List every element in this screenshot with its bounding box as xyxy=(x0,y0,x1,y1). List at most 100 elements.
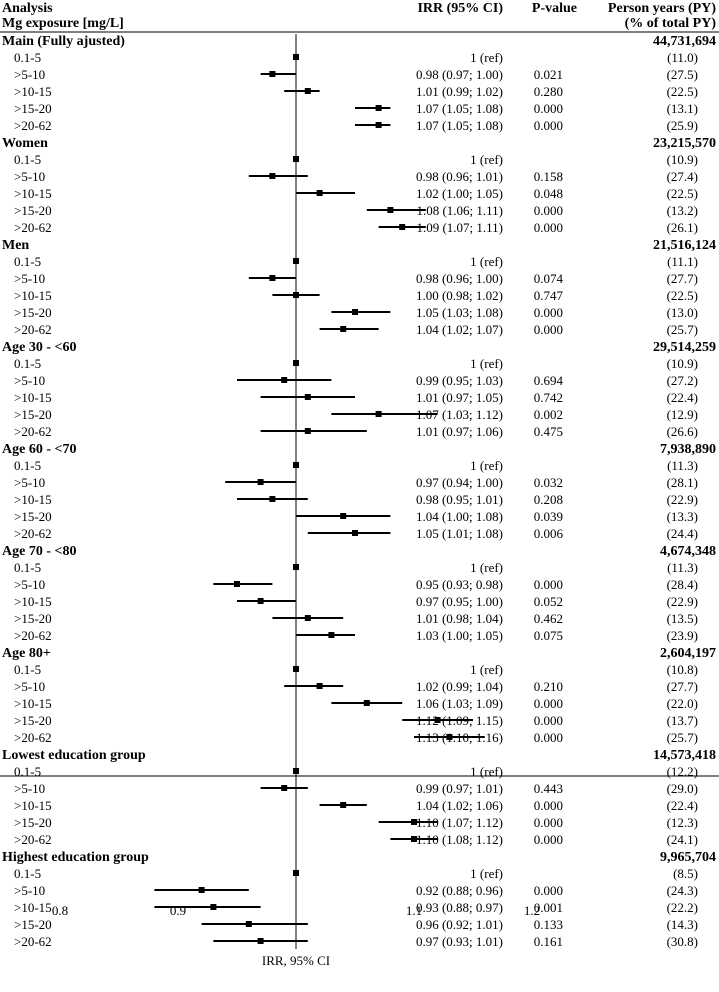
row-irr-ci: 0.98 (0.97; 1.00) xyxy=(416,67,503,82)
row-label: >20-62 xyxy=(14,322,52,337)
irr-point xyxy=(399,224,406,230)
row-irr-ci: 0.98 (0.95; 1.01) xyxy=(416,492,503,507)
row-irr-ci: 1.09 (1.07; 1.11) xyxy=(416,220,503,235)
row-pct-py: (24.4) xyxy=(667,526,698,541)
irr-point xyxy=(198,887,205,893)
row-irr-ci: 0.95 (0.93; 0.98) xyxy=(416,577,503,592)
row-label: >5-10 xyxy=(14,679,45,694)
row-irr-ci: 0.99 (0.95; 1.03) xyxy=(416,373,503,388)
irr-point xyxy=(411,819,417,825)
row-pvalue: 0.000 xyxy=(534,118,563,133)
row-label: >10-15 xyxy=(14,84,52,99)
row-irr-ci: 1 (ref) xyxy=(470,458,503,473)
row-label: >20-62 xyxy=(14,526,52,541)
row-irr-ci: 0.97 (0.94; 1.00) xyxy=(416,475,503,490)
row-pvalue: 0.000 xyxy=(534,815,563,830)
row-pct-py: (26.1) xyxy=(667,220,698,235)
row-pct-py: (29.0) xyxy=(667,781,698,796)
irr-point xyxy=(257,598,264,604)
row-pct-py: (27.2) xyxy=(667,373,698,388)
row-irr-ci: 1 (ref) xyxy=(470,662,503,677)
group-total-py: 2,604,197 xyxy=(660,646,716,661)
row-irr-ci: 1.05 (1.01; 1.08) xyxy=(416,526,503,541)
row-pvalue: 0.000 xyxy=(534,713,563,728)
row-label: >15-20 xyxy=(14,713,52,728)
row-label: >10-15 xyxy=(14,900,52,915)
row-irr-ci: 1.07 (1.05; 1.08) xyxy=(416,101,503,116)
row-pvalue: 0.280 xyxy=(534,84,563,99)
irr-point xyxy=(269,173,276,179)
x-tick-label: 1.2 xyxy=(524,903,540,918)
row-irr-ci: 1.07 (1.03; 1.12) xyxy=(416,407,503,422)
irr-point xyxy=(293,54,299,60)
group-total-py: 14,573,418 xyxy=(653,748,716,763)
row-pct-py: (13.5) xyxy=(667,611,698,626)
row-pvalue: 0.048 xyxy=(534,186,563,201)
group-label: Men xyxy=(2,238,29,253)
group-total-py: 44,731,694 xyxy=(653,34,716,49)
row-label: >15-20 xyxy=(14,815,52,830)
row-label: 0.1-5 xyxy=(14,254,41,269)
row-label: 0.1-5 xyxy=(14,458,41,473)
irr-point xyxy=(375,105,382,111)
row-pvalue: 0.021 xyxy=(534,67,563,82)
row-pvalue: 0.000 xyxy=(534,696,563,711)
row-pct-py: (22.9) xyxy=(667,492,698,507)
group-total-py: 4,674,348 xyxy=(660,544,716,559)
row-label: >20-62 xyxy=(14,934,52,949)
row-pvalue: 0.158 xyxy=(534,169,563,184)
row-label: 0.1-5 xyxy=(14,356,41,371)
row-irr-ci: 1 (ref) xyxy=(470,254,503,269)
group-total-py: 29,514,259 xyxy=(653,340,716,355)
row-pvalue: 0.161 xyxy=(534,934,563,949)
row-irr-ci: 1.04 (1.02; 1.07) xyxy=(416,322,503,337)
row-irr-ci: 1 (ref) xyxy=(470,152,503,167)
irr-point xyxy=(387,207,394,213)
row-label: 0.1-5 xyxy=(14,152,41,167)
row-irr-ci: 1.10 (1.08; 1.12) xyxy=(416,832,503,847)
row-irr-ci: 1.04 (1.00; 1.08) xyxy=(416,509,503,524)
row-pct-py: (25.9) xyxy=(667,118,698,133)
row-pvalue: 0.210 xyxy=(534,679,563,694)
row-label: 0.1-5 xyxy=(14,866,41,881)
row-pct-py: (11.3) xyxy=(667,458,698,473)
row-pct-py: (11.1) xyxy=(667,254,698,269)
row-pct-py: (13.3) xyxy=(667,509,698,524)
row-irr-ci: 0.92 (0.88; 0.96) xyxy=(416,883,503,898)
row-label: >5-10 xyxy=(14,883,45,898)
irr-point xyxy=(340,802,347,808)
row-label: >5-10 xyxy=(14,475,45,490)
row-pvalue: 0.000 xyxy=(534,101,563,116)
header-irr: IRR (95% CI) xyxy=(417,1,503,16)
row-irr-ci: 1 (ref) xyxy=(470,356,503,371)
group-label: Main (Fully ajusted) xyxy=(2,34,125,49)
group-label: Age 80+ xyxy=(2,646,51,661)
row-irr-ci: 1.07 (1.05; 1.08) xyxy=(416,118,503,133)
row-irr-ci: 1.06 (1.03; 1.09) xyxy=(416,696,503,711)
row-irr-ci: 1 (ref) xyxy=(470,866,503,881)
irr-point xyxy=(352,309,358,315)
row-label: >5-10 xyxy=(14,169,45,184)
group-total-py: 23,215,570 xyxy=(653,136,716,151)
row-label: >10-15 xyxy=(14,696,52,711)
row-pct-py: (8.5) xyxy=(673,866,698,881)
row-pvalue: 0.039 xyxy=(534,509,563,524)
row-irr-ci: 0.97 (0.93; 1.01) xyxy=(416,934,503,949)
row-irr-ci: 1.01 (0.97; 1.06) xyxy=(416,424,503,439)
row-pct-py: (26.6) xyxy=(667,424,698,439)
row-label: >10-15 xyxy=(14,186,52,201)
row-irr-ci: 0.99 (0.97; 1.01) xyxy=(416,781,503,796)
row-pct-py: (22.0) xyxy=(667,696,698,711)
row-label: 0.1-5 xyxy=(14,50,41,65)
row-pct-py: (27.5) xyxy=(667,67,698,82)
row-pct-py: (25.7) xyxy=(667,730,698,745)
row-pct-py: (13.7) xyxy=(667,713,698,728)
irr-point xyxy=(316,190,323,196)
row-irr-ci: 1.01 (0.97; 1.05) xyxy=(416,390,503,405)
irr-point xyxy=(304,428,311,434)
row-label: >20-62 xyxy=(14,118,52,133)
row-pvalue: 0.475 xyxy=(534,424,563,439)
row-pct-py: (22.2) xyxy=(667,900,698,915)
row-pvalue: 0.000 xyxy=(534,883,563,898)
